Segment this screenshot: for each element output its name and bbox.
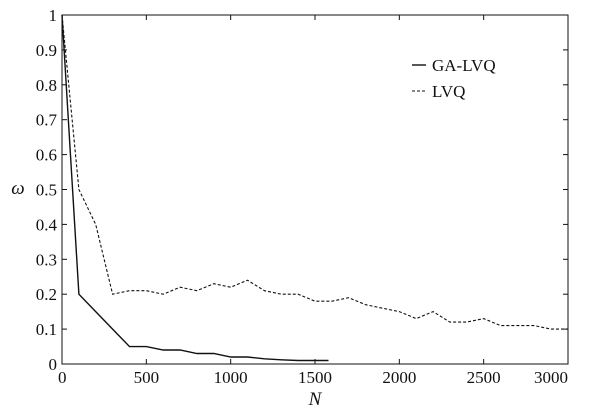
x-tick-label: 500 bbox=[134, 368, 160, 387]
y-tick-label: 0.5 bbox=[36, 181, 57, 200]
y-tick-label: 0.2 bbox=[36, 285, 57, 304]
x-axis-label: N bbox=[308, 389, 323, 410]
legend-label-ga-lvq: GA-LVQ bbox=[432, 56, 496, 75]
x-tick-label: 2500 bbox=[467, 368, 501, 387]
y-tick-label: 0.4 bbox=[36, 215, 58, 234]
y-tick-label: 0.9 bbox=[36, 41, 57, 60]
x-tick-label: 3000 bbox=[534, 368, 568, 387]
y-tick-label: 0.6 bbox=[36, 146, 57, 165]
plot-content bbox=[61, 14, 568, 362]
y-tick-label: 0.1 bbox=[36, 320, 57, 339]
legend-label-lvq: LVQ bbox=[432, 82, 465, 101]
axis-ticks: 0 500 1000 1500 2000 2500 3000 0 0.1 0.2 0.3 0.4 0.5… bbox=[36, 6, 569, 387]
y-tick-label: 0.8 bbox=[36, 76, 57, 95]
x-tick-label: 2000 bbox=[382, 368, 416, 387]
y-tick-label: 0.3 bbox=[36, 250, 57, 269]
y-tick-label: 0 bbox=[49, 355, 58, 374]
x-tick-label: 1500 bbox=[298, 368, 332, 387]
x-tick-label: 1000 bbox=[214, 368, 248, 387]
x-tick-label: 0 bbox=[58, 368, 67, 387]
series-line-ga-lvq bbox=[61, 14, 329, 362]
series-line-lvq bbox=[61, 14, 568, 330]
legend: GA-LVQ LVQ bbox=[412, 56, 496, 101]
y-tick-label: 0.7 bbox=[36, 111, 58, 130]
y-tick-label: 1 bbox=[49, 6, 58, 25]
y-axis-label: ω bbox=[11, 178, 24, 199]
